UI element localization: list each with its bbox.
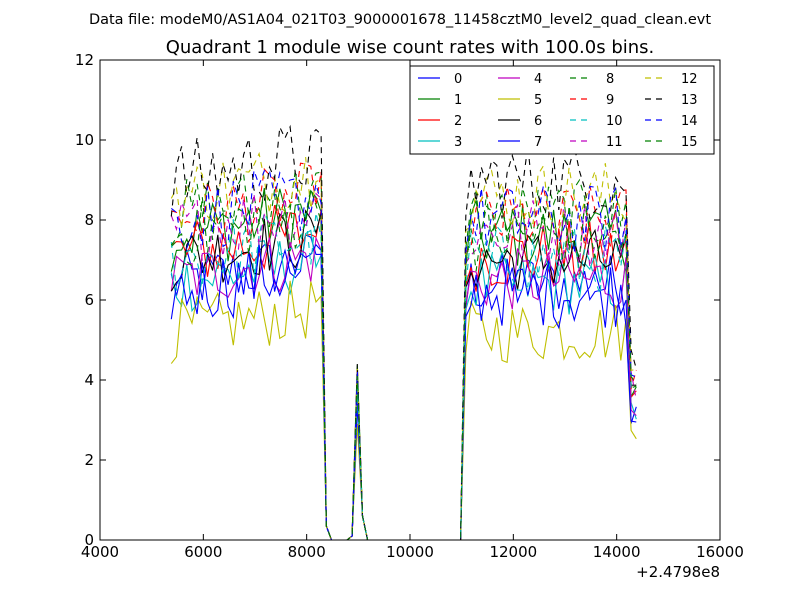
y-tick-label: 2 bbox=[84, 451, 94, 469]
x-tick-label: 4000 bbox=[81, 543, 119, 561]
legend-label-2: 2 bbox=[454, 114, 462, 129]
chart-title: Quadrant 1 module wise count rates with … bbox=[166, 37, 655, 58]
y-tick-label: 12 bbox=[75, 51, 94, 69]
x-tick-label: 6000 bbox=[184, 543, 222, 561]
legend-label-9: 9 bbox=[606, 93, 614, 108]
data-file-label: Data file: modeM0/AS1A04_021T03_90000016… bbox=[89, 12, 711, 28]
axis-ticks: 4000 6000 8000 10000 12000 14000 1600002468101… bbox=[75, 51, 744, 561]
series-line-13 bbox=[170, 124, 637, 541]
legend-label-5: 5 bbox=[534, 93, 542, 108]
legend-label-15: 15 bbox=[681, 135, 698, 150]
y-tick-label: 6 bbox=[84, 291, 94, 309]
legend-label-4: 4 bbox=[534, 72, 542, 87]
y-tick-label: 4 bbox=[84, 371, 94, 389]
x-tick-label: 12000 bbox=[489, 543, 537, 561]
legend-label-12: 12 bbox=[681, 72, 698, 87]
legend-label-8: 8 bbox=[606, 72, 614, 87]
series-line-9 bbox=[171, 162, 637, 541]
legend-label-1: 1 bbox=[454, 93, 462, 108]
legend-label-14: 14 bbox=[681, 114, 698, 129]
legend-label-11: 11 bbox=[606, 135, 623, 150]
series-line-12 bbox=[170, 151, 637, 541]
legend-label-6: 6 bbox=[534, 114, 542, 129]
legend-label-10: 10 bbox=[606, 114, 623, 129]
series-line-11 bbox=[170, 192, 637, 541]
legend-label-7: 7 bbox=[534, 135, 542, 150]
legend-label-0: 0 bbox=[454, 72, 462, 87]
x-offset-label: +2.4798e8 bbox=[636, 563, 720, 581]
legend-label-13: 13 bbox=[681, 93, 698, 108]
x-tick-label: 10000 bbox=[386, 543, 434, 561]
legend-label-3: 3 bbox=[454, 135, 462, 150]
y-tick-label: 10 bbox=[75, 131, 94, 149]
legend-box bbox=[409, 65, 715, 155]
y-tick-label: 8 bbox=[84, 211, 94, 229]
x-tick-label: 8000 bbox=[288, 543, 326, 561]
x-tick-label: 14000 bbox=[593, 543, 641, 561]
x-tick-label: 16000 bbox=[696, 543, 744, 561]
y-tick-label: 0 bbox=[84, 531, 94, 549]
